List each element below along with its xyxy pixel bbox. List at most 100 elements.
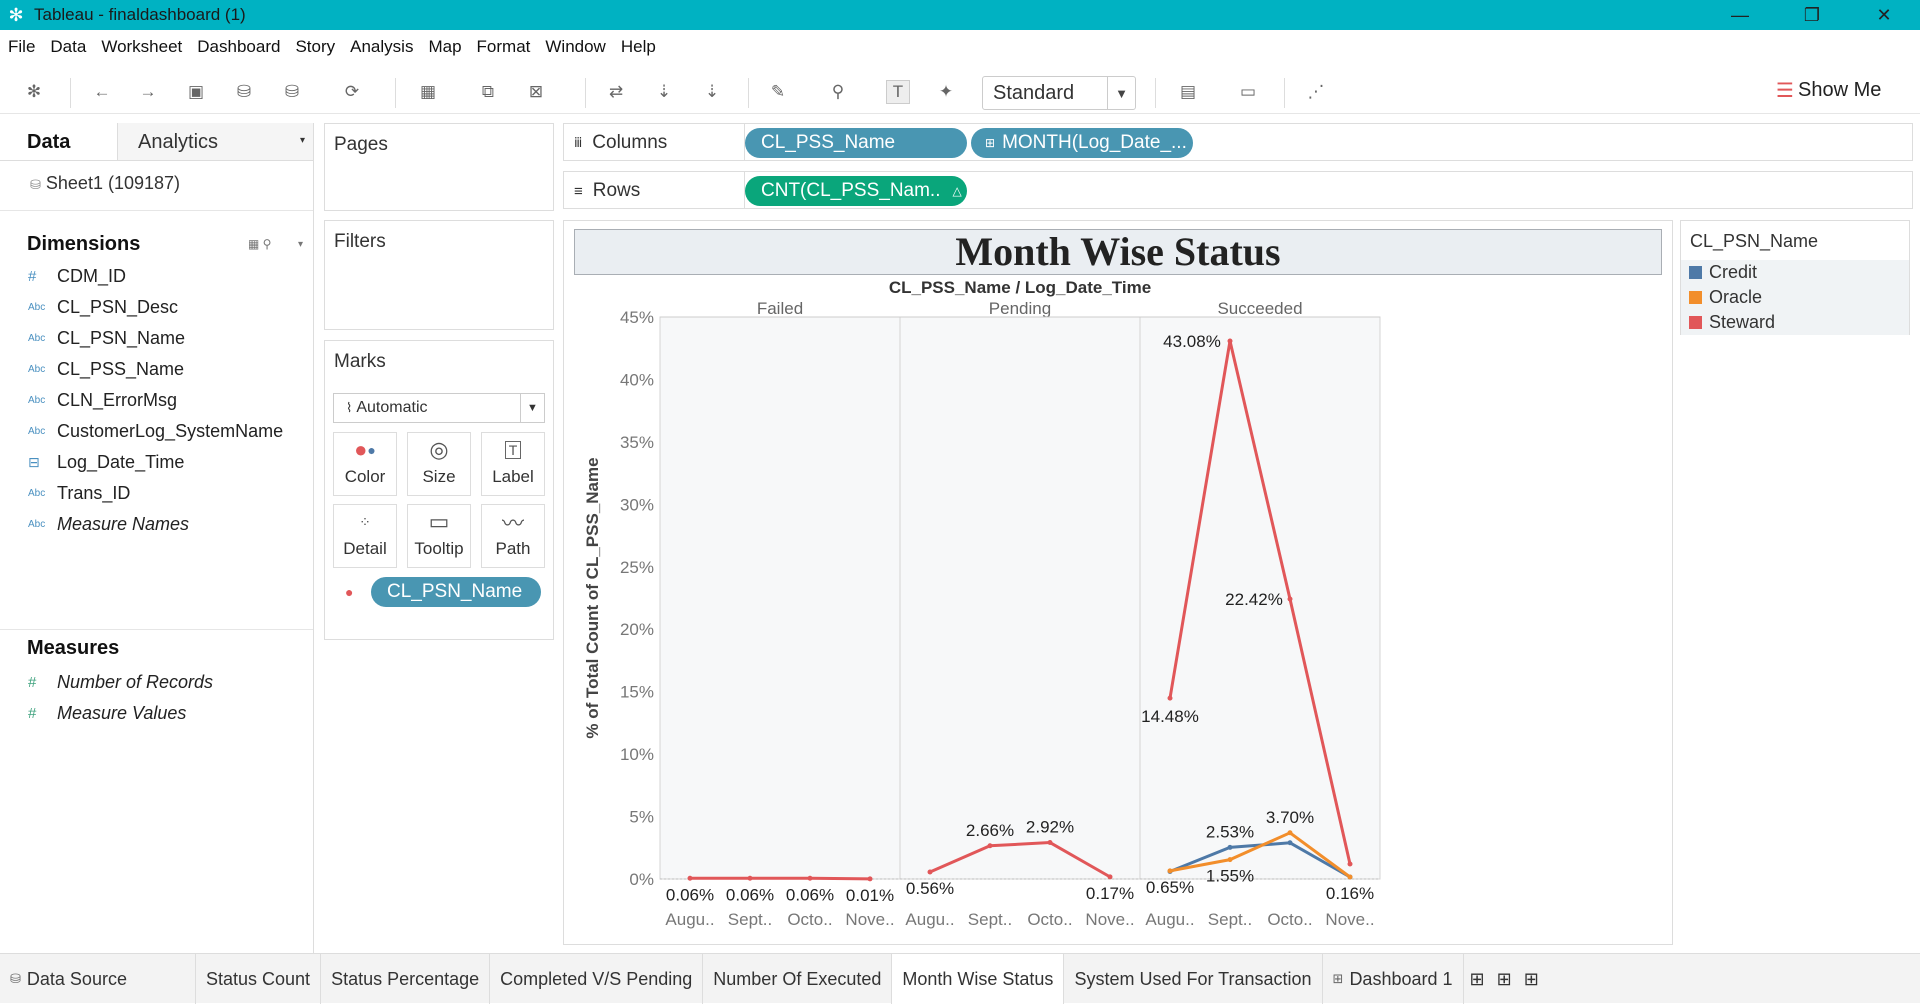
- string-icon: Abc: [28, 519, 46, 530]
- pane-header-succeeded: Succeeded: [1217, 299, 1302, 318]
- menu-data[interactable]: Data: [50, 37, 87, 56]
- menu-worksheet[interactable]: Worksheet: [101, 37, 183, 56]
- columns-label: ⅲ Columns: [574, 132, 668, 153]
- refresh-icon[interactable]: ⟳: [344, 82, 360, 101]
- sort-descending-icon[interactable]: ⇣: [704, 82, 720, 101]
- tooltip-button[interactable]: ▭ Tooltip: [407, 504, 471, 568]
- dimension-field[interactable]: Abc Trans_ID: [28, 483, 131, 503]
- x-tick-label: Augu..: [665, 910, 714, 929]
- pages-card[interactable]: Pages: [324, 123, 554, 211]
- pause-updates-icon[interactable]: ⛁: [284, 82, 300, 101]
- dimension-field[interactable]: Abc CLN_ErrorMsg: [28, 390, 178, 410]
- y-tick-label: 45%: [620, 308, 654, 327]
- menu-window[interactable]: Window: [545, 37, 606, 56]
- menu-file[interactable]: File: [8, 37, 36, 56]
- y-tick-label: 25%: [620, 558, 654, 577]
- undo-icon[interactable]: ←: [93, 82, 111, 101]
- menu-analysis[interactable]: Analysis: [350, 37, 414, 56]
- new-story-icon[interactable]: ⊞: [1523, 968, 1539, 989]
- tab-dashboard-1[interactable]: ⊞ Dashboard 1: [1323, 954, 1464, 1004]
- restore-icon[interactable]: ❐: [1803, 4, 1821, 25]
- tab-month-wise-status[interactable]: Month Wise Status: [892, 954, 1065, 1004]
- group-members-icon[interactable]: ⚲: [831, 82, 845, 101]
- expand-icon: ⊞: [985, 136, 996, 150]
- fit-select[interactable]: Standard ▼: [982, 76, 1136, 110]
- mark-type-select[interactable]: ⌇ Automatic ▼: [333, 393, 545, 423]
- tab-system-used[interactable]: System Used For Transaction: [1064, 954, 1323, 1004]
- data-source-item[interactable]: ⛁ Sheet1 (109187): [0, 161, 313, 211]
- duplicate-sheet-icon[interactable]: ⧉: [481, 82, 495, 101]
- pane-background: [899, 316, 1141, 880]
- legend-item-oracle[interactable]: Oracle: [1681, 285, 1909, 310]
- tab-data[interactable]: Data: [0, 123, 118, 160]
- new-dashboard-icon[interactable]: ⊞: [1496, 968, 1512, 989]
- color-button[interactable]: ● ● Color: [333, 432, 397, 496]
- measures-header: Measures: [27, 636, 120, 659]
- view-options-icon[interactable]: ▦ ⚲: [248, 237, 272, 251]
- menu-help[interactable]: Help: [620, 37, 656, 56]
- dimension-field[interactable]: Abc CustomerLog_SystemName: [28, 421, 284, 441]
- tab-completed-vs-pending[interactable]: Completed V/S Pending: [490, 954, 704, 1004]
- close-icon[interactable]: ✕: [1876, 4, 1892, 25]
- minimize-icon[interactable]: —: [1731, 4, 1749, 25]
- tableau-home-icon[interactable]: ✻: [26, 82, 42, 101]
- columns-pill-month[interactable]: ⊞ MONTH(Log_Date_...: [971, 128, 1193, 158]
- x-tick-label: Augu..: [1145, 910, 1194, 929]
- dimension-field[interactable]: Abc CL_PSN_Desc: [28, 297, 179, 317]
- y-tick-label: 35%: [620, 433, 654, 452]
- clear-sheet-icon[interactable]: ⊠: [528, 82, 544, 101]
- share-icon[interactable]: ⋰: [1307, 82, 1325, 101]
- rows-pill[interactable]: CNT(CL_PSS_Nam.. △: [745, 176, 967, 206]
- legend-swatch: [1689, 291, 1702, 304]
- detail-button[interactable]: ⁘ Detail: [333, 504, 397, 568]
- show-mark-labels-icon[interactable]: T: [886, 80, 910, 104]
- new-worksheet-icon[interactable]: ▦: [419, 82, 437, 101]
- label-button[interactable]: T Label: [481, 432, 545, 496]
- dimension-field[interactable]: Abc CL_PSS_Name: [28, 359, 185, 379]
- color-pill[interactable]: CL_PSN_Name: [371, 577, 541, 607]
- legend-item-credit[interactable]: Credit: [1681, 260, 1909, 285]
- pane-header-bg: [1140, 299, 1380, 317]
- show-me-button[interactable]: ☰ Show Me: [1776, 78, 1881, 103]
- measure-field[interactable]: # Measure Values: [28, 703, 187, 723]
- highlight-icon[interactable]: ✎: [770, 82, 786, 101]
- filters-card[interactable]: Filters: [324, 220, 554, 330]
- menu-format[interactable]: Format: [476, 37, 531, 56]
- series-line-oracle: [1169, 831, 1351, 879]
- data-label: 3.70%: [1266, 808, 1314, 827]
- show-cards-icon[interactable]: ▤: [1179, 82, 1197, 101]
- tab-data-source[interactable]: ⛁ Data Source: [0, 954, 196, 1004]
- new-worksheet-icon[interactable]: ⊞: [1469, 968, 1485, 989]
- dimension-field[interactable]: ⊟ Log_Date_Time: [28, 452, 185, 472]
- fix-axes-icon[interactable]: ✦: [938, 82, 954, 101]
- tab-status-percentage[interactable]: Status Percentage: [321, 954, 491, 1004]
- new-data-source-icon[interactable]: ⛁: [236, 82, 252, 101]
- presentation-mode-icon[interactable]: ▭: [1239, 82, 1257, 101]
- data-label: 43.08%: [1163, 332, 1221, 351]
- dimension-field[interactable]: # CDM_ID: [28, 266, 127, 286]
- x-tick-label: Sept..: [968, 910, 1012, 929]
- sort-ascending-icon[interactable]: ⇣: [656, 82, 672, 101]
- tab-number-of-executed[interactable]: Number Of Executed: [703, 954, 893, 1004]
- tab-analytics[interactable]: Analytics ▾: [118, 123, 313, 160]
- dimension-field[interactable]: Abc CL_PSN_Name: [28, 328, 186, 348]
- line-chart[interactable]: CL_PSS_Name / Log_Date_Time Failed Augu.. S…: [564, 275, 1672, 945]
- legend-item-steward[interactable]: Steward: [1681, 310, 1909, 335]
- swap-rows-columns-icon[interactable]: ⇄: [608, 82, 624, 101]
- menu-story[interactable]: Story: [295, 37, 336, 56]
- data-point: [987, 843, 993, 849]
- color-field-icon: ●: [345, 584, 354, 600]
- dimension-field[interactable]: Abc Measure Names: [28, 514, 190, 534]
- menu-dashboard[interactable]: Dashboard: [197, 37, 281, 56]
- measure-field[interactable]: # Number of Records: [28, 672, 214, 692]
- redo-icon[interactable]: →: [139, 82, 157, 101]
- menu-map[interactable]: Map: [428, 37, 462, 56]
- tab-status-count[interactable]: Status Count: [196, 954, 322, 1004]
- x-tick-label: Octo..: [1267, 910, 1312, 929]
- chevron-down-icon[interactable]: ▾: [298, 238, 304, 250]
- columns-pill-pss-name[interactable]: CL_PSS_Name: [745, 128, 967, 158]
- data-label: 14.48%: [1141, 707, 1199, 726]
- path-button[interactable]: 〰 Path: [481, 504, 545, 568]
- save-icon[interactable]: ▣: [187, 82, 205, 101]
- size-button[interactable]: ◎ Size: [407, 432, 471, 496]
